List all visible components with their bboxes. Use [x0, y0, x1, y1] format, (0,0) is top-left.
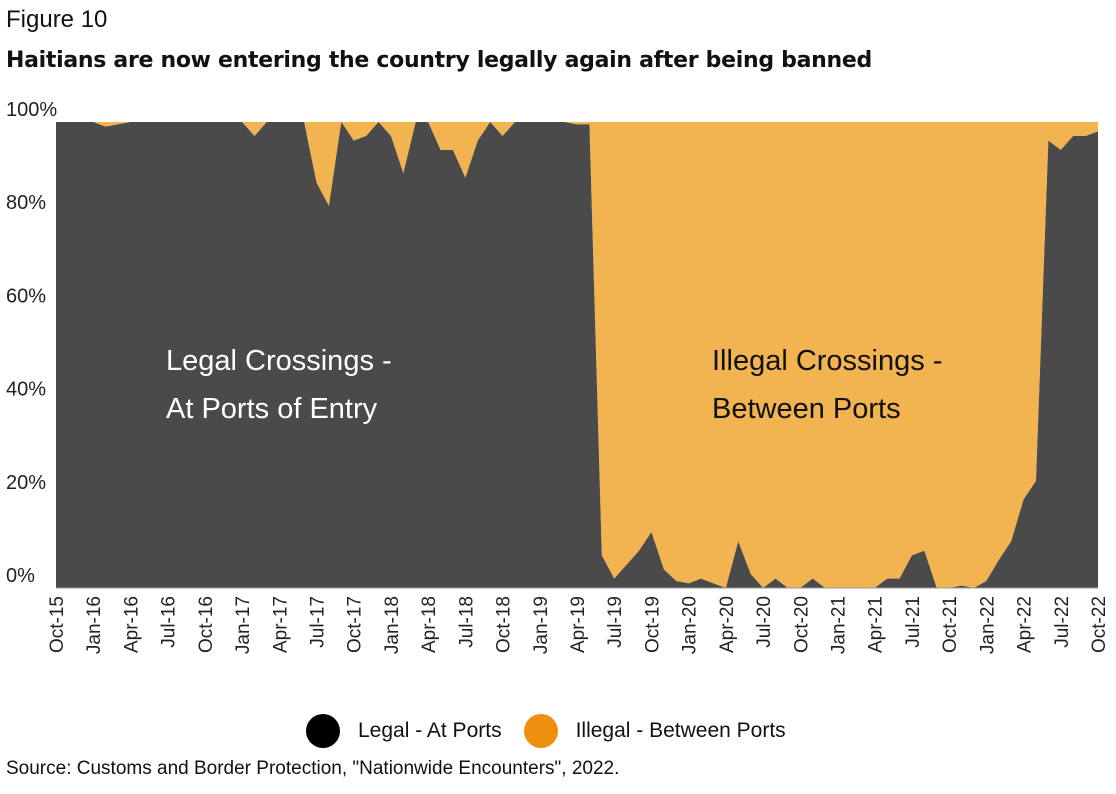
x-tick-label: Jul-17: [308, 596, 329, 648]
x-tick-label: Oct-15: [47, 596, 68, 653]
y-axis-ticks: 0% 20% 40% 60% 80% 100%: [6, 99, 57, 587]
figure-label: Figure 10: [6, 6, 108, 33]
x-tick-label: Jul-21: [903, 596, 924, 648]
legend-swatch-illegal-icon: [523, 714, 558, 748]
x-tick-label: Jul-20: [754, 596, 775, 648]
x-tick-label: Apr-21: [866, 596, 887, 653]
x-tick-label: Jan-19: [531, 596, 552, 654]
annotation-line: Legal Crossings -: [166, 345, 392, 377]
x-tick-label: Jul-22: [1052, 596, 1073, 648]
legend-swatch-legal-icon: [306, 714, 340, 748]
x-tick-label: Jul-18: [456, 596, 477, 648]
x-tick-label: Jan-22: [977, 596, 998, 654]
source-note: Source: Customs and Border Protection, "…: [6, 758, 620, 779]
annotation-line: Between Ports: [712, 393, 901, 425]
x-tick-label: Apr-17: [270, 596, 291, 653]
x-tick-label: Jan-16: [84, 596, 105, 654]
x-tick-label: Jul-19: [605, 596, 626, 648]
annotation-line: Illegal Crossings -: [712, 345, 942, 377]
x-tick-label: Jan-20: [680, 596, 701, 654]
x-tick-label: Apr-16: [121, 596, 142, 653]
x-tick-label: Oct-21: [940, 596, 961, 653]
x-tick-label: Apr-22: [1015, 596, 1036, 653]
x-tick-label: Apr-18: [419, 596, 440, 653]
x-tick-label: Apr-19: [568, 596, 589, 653]
y-tick-label: 40%: [6, 379, 46, 401]
x-tick-label: Jan-18: [382, 596, 403, 654]
y-tick-label: 0%: [6, 565, 35, 587]
legend-label-illegal: Illegal - Between Ports: [575, 719, 786, 742]
annotations: Legal Crossings - At Ports of Entry Illega…: [166, 345, 942, 425]
x-tick-label: Oct-16: [196, 596, 217, 653]
x-tick-label: Jan-17: [233, 596, 254, 654]
y-tick-label: 60%: [6, 285, 46, 307]
x-tick-label: Oct-19: [642, 596, 663, 653]
x-tick-label: Oct-17: [345, 596, 366, 653]
x-tick-label: Oct-22: [1089, 596, 1110, 653]
chart-title: Haitians are now entering the country le…: [6, 48, 872, 73]
legend-label-legal: Legal - At Ports: [358, 719, 502, 742]
x-tick-label: Oct-20: [791, 596, 812, 653]
stacked-areas: [56, 122, 1098, 588]
area-legal-at-ports: [56, 122, 1098, 588]
annotation-line: At Ports of Entry: [166, 393, 378, 425]
x-tick-label: Oct-18: [494, 596, 515, 653]
legend-item-legal: Legal - At Ports: [306, 714, 502, 748]
x-axis-ticks: Oct-15 Jan-16 Apr-16 Jul-16 Oct-16 Jan-17 Apr-…: [47, 596, 1110, 654]
x-tick-label: Jan-21: [829, 596, 850, 654]
y-tick-label: 100%: [6, 99, 57, 121]
y-tick-label: 80%: [6, 192, 46, 214]
chart-area: 0% 20% 40% 60% 80% 100% Oct-15 Jan-16 Apr-16 Jul…: [6, 99, 1110, 654]
x-tick-label: Jul-16: [159, 596, 180, 648]
legend: Legal - At Ports Illegal - Between Ports: [306, 714, 808, 748]
area-illegal-between-ports: [56, 122, 1098, 588]
y-tick-label: 20%: [6, 472, 46, 494]
x-tick-label: Apr-20: [717, 596, 738, 653]
legend-item-illegal: Illegal - Between Ports: [523, 714, 786, 748]
